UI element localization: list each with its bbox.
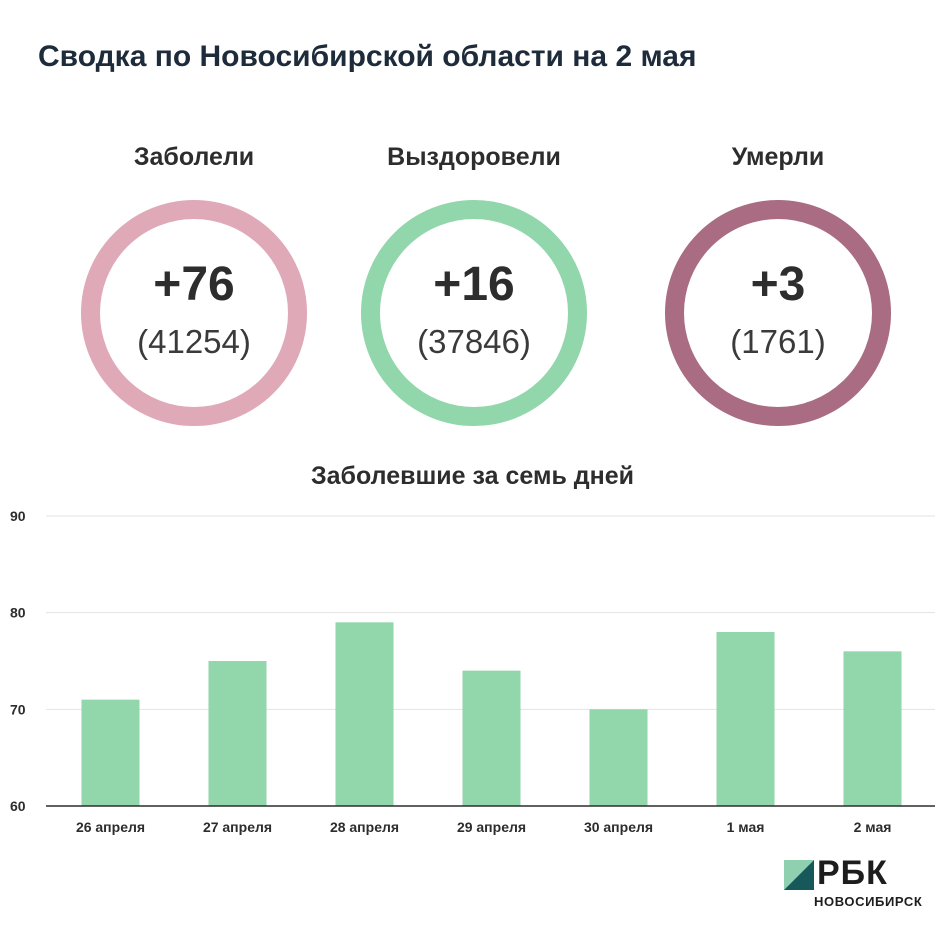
stat-recovered-total: (37846)	[417, 323, 531, 360]
x-tick-label: 29 апреля	[457, 819, 526, 835]
stat-infected-delta: +76	[153, 258, 235, 311]
x-tick-label: 1 мая	[727, 819, 765, 835]
stat-recovered-ring: +16 (37846)	[361, 200, 587, 426]
bar	[589, 709, 648, 806]
stat-recovered-label: Выздоровели	[387, 143, 561, 171]
bar	[81, 699, 140, 806]
stat-infected: Заболели +76 (41254)	[74, 140, 314, 426]
stat-deaths-label: Умерли	[731, 143, 825, 171]
bar	[462, 670, 521, 806]
page-title: Сводка по Новосибирской области на 2 мая	[38, 40, 697, 73]
rbc-logo-icon	[784, 860, 814, 890]
bar-chart: 60 70 80 90 26 апреля 27 апреля 28 апреля 29 ап…	[10, 508, 935, 835]
stat-infected-total: (41254)	[137, 323, 251, 360]
x-tick-label: 2 мая	[854, 819, 892, 835]
stat-infected-ring: +76 (41254)	[81, 200, 307, 426]
x-tick-label: 27 апреля	[203, 819, 272, 835]
y-tick-label: 60	[10, 798, 26, 814]
bar	[335, 622, 394, 806]
brand-subtitle: НОВОСИБИРСК	[814, 894, 923, 909]
chart-title: Заболевшие за семь дней	[310, 462, 634, 490]
x-tick-label: 28 апреля	[330, 819, 399, 835]
brand-logo: РБК НОВОСИБИРСК	[784, 854, 936, 912]
stat-deaths: Умерли +3 (1761)	[658, 140, 898, 426]
brand-name: РБК	[817, 854, 888, 892]
bar	[716, 632, 775, 806]
stat-deaths-ring: +3 (1761)	[665, 200, 891, 426]
x-tick-label: 26 апреля	[76, 819, 145, 835]
y-tick-label: 90	[10, 508, 26, 524]
stat-recovered: Выздоровели +16 (37846)	[354, 140, 594, 426]
y-tick-label: 80	[10, 605, 26, 621]
stat-recovered-delta: +16	[433, 258, 515, 311]
x-tick-label: 30 апреля	[584, 819, 653, 835]
y-tick-label: 70	[10, 701, 26, 717]
stat-infected-label: Заболели	[133, 143, 255, 171]
stat-deaths-total: (1761)	[730, 323, 826, 360]
bar	[208, 661, 267, 806]
bar	[843, 651, 902, 806]
stat-deaths-delta: +3	[750, 258, 806, 311]
